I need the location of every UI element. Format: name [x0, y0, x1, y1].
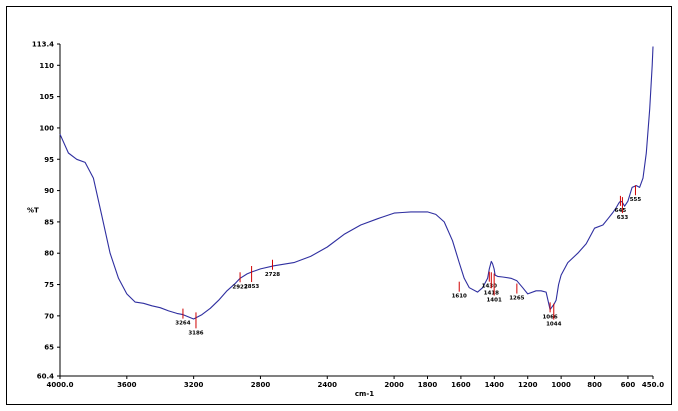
- peak-label: 1401: [486, 298, 501, 304]
- peak-label: 2922: [232, 284, 247, 290]
- peak-label: 3264: [175, 321, 190, 327]
- x-tick-label: 600: [621, 381, 636, 389]
- y-tick-label: 90: [44, 187, 54, 195]
- x-tick-label: 2800: [251, 381, 271, 389]
- peak-label: 1610: [452, 294, 467, 300]
- y-tick-label: 70: [44, 312, 54, 320]
- y-tick-label: 113.4: [32, 41, 54, 49]
- x-tick-label: 1400: [485, 381, 505, 389]
- x-tick-label: 3600: [117, 381, 137, 389]
- x-tick-label: 1200: [518, 381, 538, 389]
- peak-label: 1066: [542, 314, 557, 320]
- peak-label: 633: [617, 215, 629, 221]
- x-tick-label: 4000.0: [46, 381, 73, 389]
- y-tick-label: 105: [39, 93, 54, 101]
- peak-label: 1265: [509, 296, 524, 302]
- x-tick-label: 800: [587, 381, 602, 389]
- x-axis-label: cm-1: [355, 390, 374, 398]
- peak-label: 1418: [484, 290, 499, 296]
- x-tick-label: 2000: [384, 381, 404, 389]
- peak-label: 3186: [188, 330, 203, 336]
- peak-label: 555: [630, 197, 642, 203]
- y-tick-label: 60.4: [37, 373, 54, 381]
- x-tick-label: 450.0: [642, 381, 664, 389]
- y-tick-label: 65: [44, 344, 54, 352]
- peak-label: 2728: [265, 272, 280, 278]
- x-tick-label: 1600: [451, 381, 471, 389]
- peak-label: 2853: [244, 284, 259, 290]
- ir-spectrum-chart: 60.4 65 70 75 80 85 90 95 100 105 110 113.4 4000.0 36…: [27, 41, 664, 399]
- spectrum-line: [59, 46, 654, 320]
- y-tick-label: 85: [44, 218, 54, 226]
- x-tick-label: 2400: [318, 381, 338, 389]
- x-tick-label: 1800: [418, 381, 438, 389]
- y-tick-label: 95: [44, 156, 54, 164]
- x-tick-label: 1000: [551, 381, 571, 389]
- y-tick-label: 75: [44, 281, 54, 289]
- y-tick-label: 100: [39, 124, 54, 132]
- peak-label: 645: [615, 208, 627, 214]
- x-tick-label: 3200: [184, 381, 204, 389]
- chart-frame: 60.4 65 70 75 80 85 90 95 100 105 110 113.4 4000.0 36…: [6, 6, 672, 405]
- peak-label: 1044: [546, 322, 561, 328]
- y-tick-label: 80: [44, 250, 54, 258]
- y-tick-label: 110: [39, 62, 54, 70]
- peak-label: 1430: [482, 284, 497, 290]
- y-axis-label: %T: [27, 207, 39, 215]
